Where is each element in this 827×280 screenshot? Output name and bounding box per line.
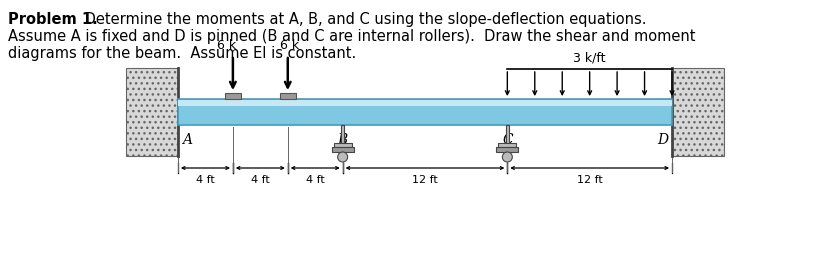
Text: C: C	[501, 133, 512, 147]
Bar	[332, 147, 353, 152]
Text: 12 ft: 12 ft	[412, 175, 437, 185]
Text: 4 ft: 4 ft	[251, 175, 270, 185]
Circle shape	[337, 152, 347, 162]
Text: 4 ft: 4 ft	[196, 175, 214, 185]
Text: Problem 1.: Problem 1.	[8, 12, 98, 27]
Bar	[498, 143, 516, 147]
Text: B: B	[337, 133, 347, 147]
Text: A: A	[182, 133, 192, 147]
Circle shape	[502, 152, 512, 162]
Bar	[178, 99, 672, 125]
Text: 3 k/ft: 3 k/ft	[573, 52, 605, 65]
Bar	[505, 125, 509, 143]
Bar	[333, 143, 351, 147]
Text: Assume A is fixed and D is pinned (B and C are internal rollers).  Draw the shea: Assume A is fixed and D is pinned (B and…	[8, 29, 695, 44]
Bar	[225, 93, 241, 99]
Text: 6 k: 6 k	[280, 39, 299, 52]
Bar	[495, 147, 518, 152]
Text: 6 k: 6 k	[217, 39, 237, 52]
Bar	[126, 68, 178, 156]
Text: 12 ft: 12 ft	[576, 175, 602, 185]
Bar	[178, 100, 672, 106]
Bar	[280, 93, 295, 99]
Text: Determine the moments at A, B, and C using the slope-deflection equations.: Determine the moments at A, B, and C usi…	[80, 12, 646, 27]
Text: 4 ft: 4 ft	[305, 175, 324, 185]
Bar	[672, 68, 723, 156]
Bar	[341, 125, 344, 143]
Text: diagrams for the beam.  Assume EI is constant.: diagrams for the beam. Assume EI is cons…	[8, 46, 356, 61]
Text: D: D	[656, 133, 667, 147]
